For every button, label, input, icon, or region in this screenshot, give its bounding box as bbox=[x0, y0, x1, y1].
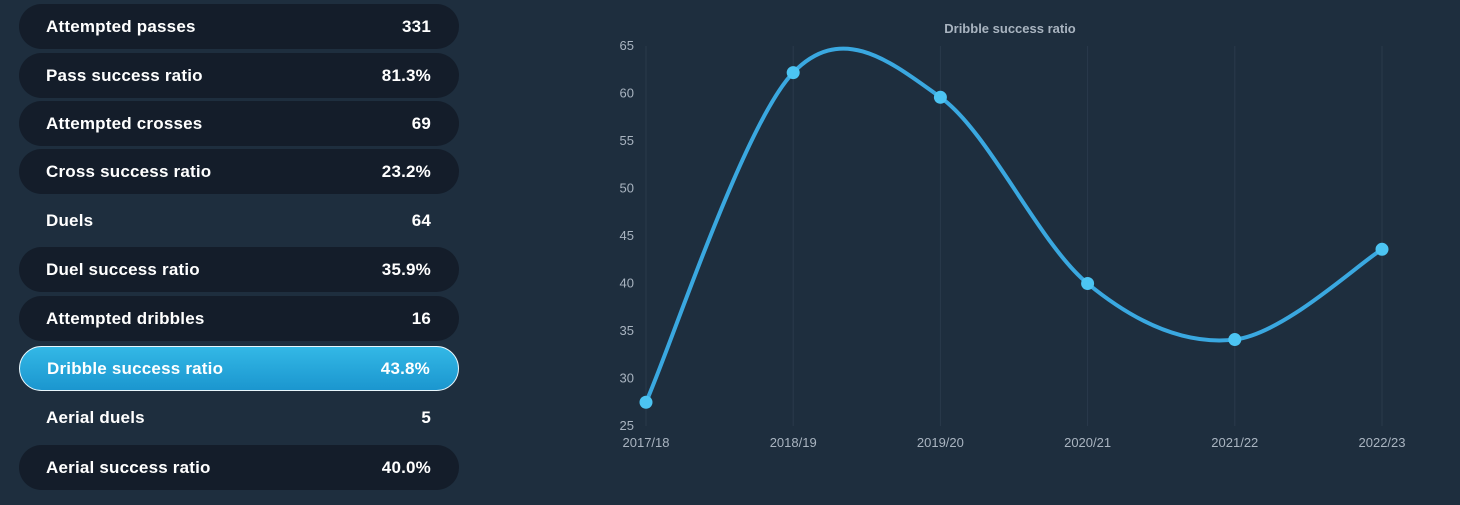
stat-row-pass-success-ratio[interactable]: Pass success ratio 81.3% bbox=[19, 53, 459, 98]
chart-svg: Dribble success ratio 25 30 35 40 45 50 55 60 65… bbox=[620, 21, 1406, 450]
x-tick-label: 2019/20 bbox=[917, 435, 964, 450]
stat-value: 35.9% bbox=[381, 259, 431, 279]
x-tick-label: 2020/21 bbox=[1064, 435, 1111, 450]
stat-label: Cross success ratio bbox=[46, 161, 212, 181]
stat-label: Aerial success ratio bbox=[46, 457, 211, 477]
stat-row-dribble-success-ratio[interactable]: Dribble success ratio 43.8% bbox=[19, 346, 459, 391]
stat-row-duels[interactable]: Duels 64 bbox=[19, 198, 459, 243]
y-tick-label: 45 bbox=[620, 228, 634, 243]
stat-label: Aerial duels bbox=[46, 407, 145, 427]
stat-row-duel-success-ratio[interactable]: Duel success ratio 35.9% bbox=[19, 247, 459, 292]
y-tick-label: 35 bbox=[620, 323, 634, 338]
x-tick-label: 2017/18 bbox=[623, 435, 670, 450]
data-point-2020-21[interactable] bbox=[1081, 277, 1095, 290]
chart-title: Dribble success ratio bbox=[944, 21, 1076, 36]
stat-value: 40.0% bbox=[381, 457, 431, 477]
series-line bbox=[644, 46, 1384, 405]
y-tick-label: 55 bbox=[620, 133, 634, 148]
stat-row-attempted-crosses[interactable]: Attempted crosses 69 bbox=[19, 101, 459, 146]
data-point-2018-19[interactable] bbox=[786, 66, 800, 80]
points-layer bbox=[639, 66, 1389, 409]
stat-value: 43.8% bbox=[380, 358, 430, 378]
data-point-2021-22[interactable] bbox=[1228, 333, 1242, 347]
data-point-2022-23[interactable] bbox=[1375, 242, 1389, 256]
stat-value: 16 bbox=[411, 308, 431, 328]
x-tick-label: 2022/23 bbox=[1359, 435, 1406, 450]
y-axis: 25 30 35 40 45 50 55 60 65 bbox=[620, 38, 634, 433]
data-point-2017-18[interactable] bbox=[639, 395, 653, 409]
grid-layer bbox=[645, 46, 1383, 426]
y-tick-label: 50 bbox=[620, 181, 634, 196]
data-point-2019-20[interactable] bbox=[933, 90, 947, 104]
dribble-chart: Dribble success ratio 25 30 35 40 45 50 55 60 65… bbox=[600, 0, 1460, 505]
stat-label: Attempted dribbles bbox=[46, 308, 205, 328]
x-axis: 2017/18 2018/19 2019/20 2020/21 2021/22 2022/… bbox=[623, 435, 1406, 450]
y-tick-label: 25 bbox=[620, 418, 634, 433]
stat-label: Duel success ratio bbox=[46, 259, 200, 279]
stat-row-cross-success-ratio[interactable]: Cross success ratio 23.2% bbox=[19, 149, 459, 194]
y-tick-label: 65 bbox=[620, 38, 634, 53]
stat-label: Pass success ratio bbox=[46, 65, 203, 85]
stat-row-attempted-dribbles[interactable]: Attempted dribbles 16 bbox=[19, 296, 459, 341]
series-layer bbox=[644, 46, 1384, 405]
y-tick-label: 40 bbox=[620, 276, 634, 291]
stat-label: Attempted crosses bbox=[46, 113, 203, 133]
stat-label: Dribble success ratio bbox=[47, 358, 224, 378]
stat-row-aerial-duels[interactable]: Aerial duels 5 bbox=[19, 395, 459, 440]
x-tick-label: 2018/19 bbox=[770, 435, 817, 450]
stat-label: Duels bbox=[46, 210, 94, 230]
y-tick-label: 30 bbox=[620, 371, 634, 386]
stat-row-attempted-passes[interactable]: Attempted passes 331 bbox=[19, 4, 459, 49]
stat-label: Attempted passes bbox=[46, 16, 196, 36]
stat-value: 69 bbox=[411, 113, 431, 133]
stat-row-aerial-success-ratio[interactable]: Aerial success ratio 40.0% bbox=[19, 445, 459, 490]
stat-value: 331 bbox=[402, 16, 431, 36]
y-tick-label: 60 bbox=[620, 86, 634, 101]
x-tick-label: 2021/22 bbox=[1211, 435, 1258, 450]
stat-value: 5 bbox=[421, 407, 431, 427]
stat-value: 23.2% bbox=[381, 161, 431, 181]
stat-value: 81.3% bbox=[381, 65, 431, 85]
stat-value: 64 bbox=[411, 210, 431, 230]
